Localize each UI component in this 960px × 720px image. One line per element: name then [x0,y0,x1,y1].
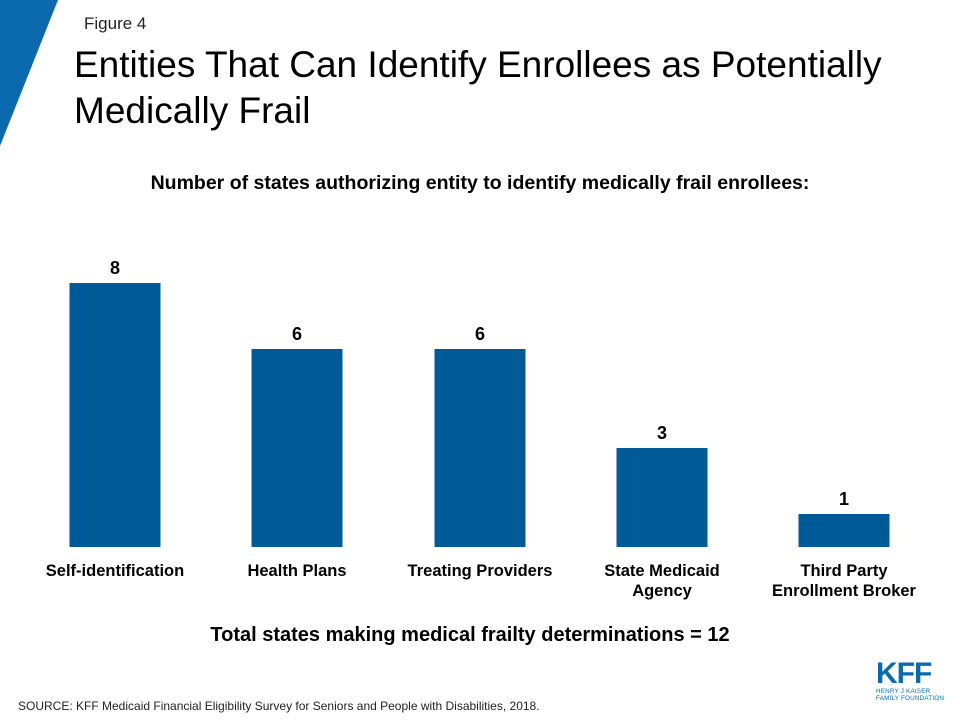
bar-value-label-0: 8 [110,258,120,278]
figure-label: Figure 4 [84,14,147,33]
category-label-line: Third Party [800,562,888,580]
kff-logo-line1: HENRY J KAISER [876,688,931,695]
kff-logo-mark: KFF [876,657,932,690]
bar-4 [798,514,890,547]
category-label-line: State Medicaid [604,562,720,580]
bar-value-label-4: 1 [839,489,849,509]
bar-1 [251,349,343,547]
category-label-3: State Medicaid Agency [604,562,720,600]
source-note: SOURCE: KFF Medicaid Financial Eligibili… [18,699,540,713]
kff-logo-line2: FAMILY FOUNDATION [876,695,945,702]
chart-subtitle: Number of states authorizing entity to i… [150,172,810,194]
bar-value-label-3: 3 [657,423,667,443]
category-label-line: Enrollment Broker [772,582,917,600]
bar-0 [69,283,161,547]
page-title: Entities That Can Identify Enrollees as … [74,44,882,131]
bar-value-label-1: 6 [292,324,302,344]
total-states-note: Total states making medical frailty dete… [210,624,730,646]
category-label-0: Self-identification [46,562,184,580]
category-label-line: Health Plans [247,562,346,580]
bar-chart: 8 Self-identification 6 Health Plans 6 Treati… [46,258,917,600]
bar-3 [616,448,708,547]
corner-accent-triangle [0,0,58,146]
bar-value-label-2: 6 [475,324,485,344]
category-label-line: Treating Providers [408,562,553,580]
bar-2 [434,349,526,547]
category-label-line: Agency [632,582,692,600]
category-label-4: Third Party Enrollment Broker [772,562,917,600]
category-label-2: Treating Providers [408,562,553,580]
category-label-line: Self-identification [46,562,184,580]
kff-logo: KFF HENRY J KAISER FAMILY FOUNDATION [876,657,948,703]
category-label-1: Health Plans [247,562,346,580]
